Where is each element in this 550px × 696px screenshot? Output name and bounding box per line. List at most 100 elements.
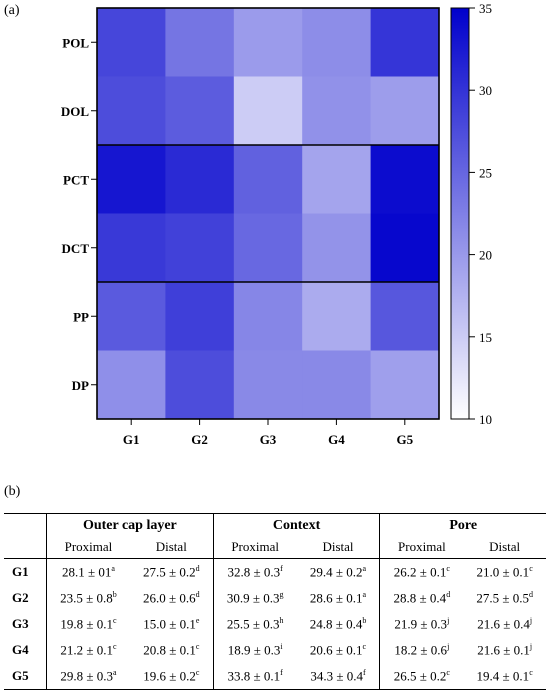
cell-significance-letter: f xyxy=(280,563,283,573)
colorbar-tick-label: 30 xyxy=(479,83,492,98)
table-cell: 27.5 ± 0.2d xyxy=(130,559,213,586)
cell-significance-letter: j xyxy=(447,615,450,625)
group-header-context: Context xyxy=(212,513,380,536)
colorbar-tick-label: 10 xyxy=(479,412,492,427)
row-label: DP xyxy=(72,378,89,393)
table-cell: 29.4 ± 0.2a xyxy=(297,559,380,586)
cell-value: 21.2 ± 0.1 xyxy=(60,642,113,658)
heatmap-cell xyxy=(370,8,440,77)
results-table: Outer cap layer Context Pore Proximal Di… xyxy=(4,513,546,690)
table-cell: 28.1 ± 01a xyxy=(45,558,130,585)
heatmap-cell xyxy=(233,213,303,283)
heatmap-cell xyxy=(97,8,166,77)
row-header: G3 xyxy=(12,616,29,631)
corner-cell xyxy=(4,513,47,536)
table-cell: 26.0 ± 0.6d xyxy=(130,585,213,611)
colorbar-tick-label: 25 xyxy=(479,165,492,180)
corner-cell-sub xyxy=(4,536,47,559)
heatmap-cell xyxy=(370,282,440,351)
cell-value: 26.5 ± 0.2 xyxy=(393,668,447,684)
panel-label-a: (a) xyxy=(4,3,20,18)
cell-significance-letter: d xyxy=(528,589,533,599)
colorbar xyxy=(450,7,470,420)
colorbar-tick-label: 20 xyxy=(479,248,492,263)
table-cell: 29.8 ± 0.3a xyxy=(45,663,130,690)
subheader-proximal: Proximal xyxy=(212,536,297,559)
table-cell: 20.6 ± 0.1c xyxy=(297,637,380,663)
table-cell: 21.6 ± 0.4j xyxy=(463,611,546,637)
cell-value: 27.5 ± 0.2 xyxy=(142,564,196,580)
table-cell: 26.2 ± 0.1c xyxy=(379,558,464,585)
row-header: G2 xyxy=(12,590,29,605)
heatmap-cell xyxy=(165,145,235,214)
heatmap-cell xyxy=(233,282,303,351)
cell-significance-letter: j xyxy=(529,641,533,651)
cell-significance-letter: c xyxy=(112,615,117,625)
cell-value: 21.6 ± 0.1 xyxy=(477,642,530,658)
cell-value: 28.1 ± 01 xyxy=(61,564,112,580)
column-label: G2 xyxy=(191,432,208,447)
heatmap-cell xyxy=(97,145,166,214)
heatmap-cell xyxy=(233,350,303,420)
table-row: G4 21.2 ± 0.1c 20.8 ± 0.1c 18.9 ± 0.3i 20.6 … xyxy=(4,637,546,663)
table-cell: 20.8 ± 0.1c xyxy=(130,637,213,663)
heatmap-cell xyxy=(97,282,166,351)
table-row: G1 28.1 ± 01a 27.5 ± 0.2d 32.8 ± 0.3f 29.4 ±… xyxy=(4,558,546,586)
cell-significance-letter: j xyxy=(447,641,450,651)
row-label: DOL xyxy=(61,104,90,119)
row-header: G1 xyxy=(12,564,29,579)
cell-significance-letter: b xyxy=(362,615,367,625)
cell-value: 27.5 ± 0.5 xyxy=(476,590,529,606)
colorbar-ticks: 10 15 20 25 30 35 xyxy=(469,1,492,427)
cell-significance-letter: d xyxy=(446,589,451,599)
cell-significance-letter: f xyxy=(280,667,283,677)
cell-significance-letter: c xyxy=(112,641,117,651)
cell-value: 25.5 ± 0.3 xyxy=(226,616,280,632)
heatmap-cell xyxy=(233,8,303,77)
heatmap-cell xyxy=(302,350,372,420)
heatmap-cell xyxy=(302,76,372,146)
cell-value: 26.0 ± 0.6 xyxy=(142,590,196,606)
table-cell: 28.8 ± 0.4d xyxy=(379,585,464,611)
subheader-proximal: Proximal xyxy=(379,536,464,559)
table-cell: 30.9 ± 0.3g xyxy=(212,585,297,611)
table-cell: 32.8 ± 0.3f xyxy=(212,558,297,585)
cell-value: 18.9 ± 0.3 xyxy=(227,642,281,658)
cell-value: 33.8 ± 0.1 xyxy=(227,668,281,684)
table-cell: 21.2 ± 0.1c xyxy=(45,637,130,663)
cell-significance-letter: a xyxy=(111,563,115,573)
column-label: G3 xyxy=(260,432,277,447)
cell-value: 26.2 ± 0.1 xyxy=(393,564,447,580)
heatmap-cell xyxy=(370,213,440,283)
table-row: G2 23.5 ± 0.8b 26.0 ± 0.6d 30.9 ± 0.3g 28.6 … xyxy=(4,585,546,611)
heatmap-cell xyxy=(165,350,235,420)
heatmap-cell xyxy=(97,213,166,283)
cell-significance-letter: f xyxy=(362,667,366,677)
row-header: G4 xyxy=(12,642,29,657)
table-cell: 21.0 ± 0.1c xyxy=(463,559,546,586)
table-cell: 33.8 ± 0.1f xyxy=(212,663,297,690)
cell-significance-letter: i xyxy=(280,641,283,651)
cell-significance-letter: h xyxy=(279,615,284,625)
cell-value: 32.8 ± 0.3 xyxy=(227,564,281,580)
heatmap-cell xyxy=(165,76,235,146)
column-labels: G1 G2 G3 G4 G5 xyxy=(123,419,414,447)
heatmap-cell xyxy=(165,213,235,283)
cell-significance-letter: c xyxy=(446,563,450,573)
cell-significance-letter: c xyxy=(529,667,533,677)
heatmap-cell xyxy=(302,213,372,283)
heatmap-cell xyxy=(97,350,166,420)
cell-significance-letter: e xyxy=(195,615,200,625)
table-cell: 21.6 ± 0.1j xyxy=(463,637,546,663)
heatmap-cell xyxy=(302,282,372,351)
cell-value: 29.8 ± 0.3 xyxy=(60,668,113,684)
cell-value: 21.6 ± 0.4 xyxy=(477,616,530,632)
group-header-pore: Pore xyxy=(379,513,546,536)
subheader-proximal: Proximal xyxy=(45,536,130,559)
cell-value: 19.8 ± 0.1 xyxy=(60,616,113,632)
subheader-distal: Distal xyxy=(463,536,546,559)
heatmap-cell xyxy=(233,145,303,214)
cell-value: 34.3 ± 0.4 xyxy=(310,668,363,684)
heatmap-cell xyxy=(370,350,440,420)
heatmap-cell xyxy=(302,145,372,214)
